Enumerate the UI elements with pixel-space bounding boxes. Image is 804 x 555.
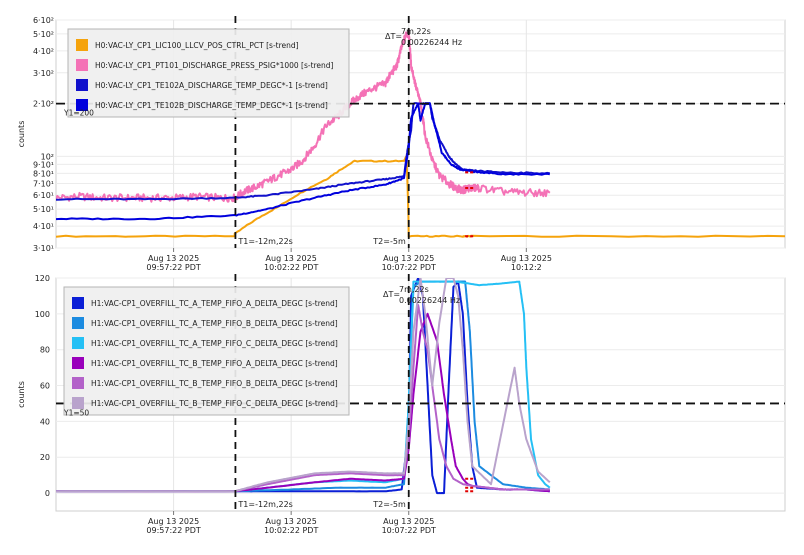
legend-entry-label: H1:VAC-CP1_OVERFILL_TC_B_TEMP_FIFO_C_DEL… — [91, 399, 338, 408]
series-line — [56, 102, 550, 221]
x-tick-time-label: 10:02:22 PDT — [264, 526, 318, 535]
legend-entry-label: H1:VAC-CP1_OVERFILL_TC_A_TEMP_FIFO_B_DEL… — [91, 319, 338, 328]
y-axis-label: counts — [17, 121, 26, 148]
legend-swatch — [76, 39, 88, 51]
x-tick-date-label: Aug 13 2025 — [148, 517, 199, 526]
y-tick-label: 2·10² — [33, 100, 54, 109]
x-tick-date-label: Aug 13 2025 — [383, 254, 434, 263]
y-tick-label: 100 — [35, 310, 50, 319]
y-tick-label: 6·10¹ — [33, 191, 54, 200]
x-tick-time-label: 09:57:22 PDT — [146, 263, 200, 272]
x-tick-date-label: Aug 13 2025 — [501, 254, 552, 263]
legend-entry-label: H0:VAC-LY_CP1_LIC100_LLCV_POS_CTRL_PCT [… — [95, 41, 299, 50]
legend-entry-label: H0:VAC-LY_CP1_TE102A_DISCHARGE_TEMP_DEGC… — [95, 81, 328, 90]
legend-swatch — [72, 377, 84, 389]
legend-swatch — [72, 297, 84, 309]
series-line — [56, 29, 551, 203]
y-tick-label: 4·10¹ — [33, 222, 54, 231]
x-tick-time-label: 10:12:2 — [511, 263, 542, 272]
y1-cursor-label: Y1=200 — [63, 109, 94, 118]
legend-swatch — [76, 79, 88, 91]
y-tick-label: 6·10² — [33, 16, 54, 25]
legend-entry-label: H0:VAC-LY_CP1_PT101_DISCHARGE_PRESS_PSIG… — [95, 61, 334, 70]
y-tick-label: 4·10² — [33, 47, 54, 56]
x-tick-date-label: Aug 13 2025 — [266, 517, 317, 526]
x-tick-date-label: Aug 13 2025 — [148, 254, 199, 263]
series-line — [56, 278, 550, 495]
delta-t-value: 7m,22s — [401, 27, 431, 36]
y-tick-label: 20 — [40, 453, 50, 462]
y-tick-label: 60 — [40, 382, 50, 391]
legend-entry-label: H0:VAC-LY_CP1_TE102B_DISCHARGE_TEMP_DEGC… — [95, 101, 328, 110]
t1-cursor-label: T1=-12m,22s — [237, 237, 292, 246]
legend-entry-label: H1:VAC-CP1_OVERFILL_TC_B_TEMP_FIFO_A_DEL… — [91, 359, 338, 368]
delta-t-value: 7m,22s — [399, 285, 429, 294]
x-tick-time-label: 09:57:22 PDT — [146, 526, 200, 535]
legend-swatch — [72, 357, 84, 369]
x-tick-date-label: Aug 13 2025 — [266, 254, 317, 263]
y-tick-label: 120 — [35, 274, 50, 283]
y-tick-label: 3·10² — [33, 69, 54, 78]
x-tick-time-label: 10:02:22 PDT — [264, 263, 318, 272]
legend-box — [63, 286, 350, 416]
delta-t-symbol: ΔT= — [383, 290, 400, 299]
delta-t-frequency: 0.00226244 Hz — [401, 38, 462, 47]
y1-cursor-label: Y1=50 — [63, 408, 89, 417]
legend-swatch — [72, 317, 84, 329]
y-axis-label: counts — [17, 381, 26, 408]
legend-swatch — [72, 337, 84, 349]
legend-swatch — [76, 99, 88, 111]
legend-entry-label: H1:VAC-CP1_OVERFILL_TC_A_TEMP_FIFO_C_DEL… — [91, 339, 338, 348]
t2-cursor-label: T2=-5m — [372, 237, 406, 246]
legend-box — [67, 28, 350, 118]
y-tick-label: 3·10¹ — [33, 244, 54, 253]
delta-t-symbol: ΔT= — [385, 32, 402, 41]
t2-cursor-label: T2=-5m — [372, 500, 406, 509]
y-tick-label: 0 — [45, 489, 50, 498]
y-tick-label: 10² — [41, 152, 54, 161]
t1-cursor-label: T1=-12m,22s — [237, 500, 292, 509]
y-tick-label: 5·10¹ — [33, 205, 54, 214]
x-tick-date-label: Aug 13 2025 — [383, 517, 434, 526]
legend-swatch — [72, 397, 84, 409]
legend-entry-label: H1:VAC-CP1_OVERFILL_TC_A_TEMP_FIFO_A_DEL… — [91, 299, 338, 308]
legend-entry-label: H1:VAC-CP1_OVERFILL_TC_B_TEMP_FIFO_B_DEL… — [91, 379, 338, 388]
series-line — [56, 278, 551, 493]
y-tick-label: 8·10¹ — [33, 169, 54, 178]
x-tick-time-label: 10:07:22 PDT — [382, 526, 436, 535]
series-line — [56, 304, 550, 493]
x-tick-time-label: 10:07:22 PDT — [382, 263, 436, 272]
delta-t-frequency: 0.00226244 Hz — [399, 296, 460, 305]
y-tick-label: 80 — [40, 346, 50, 355]
y-tick-label: 7·10¹ — [33, 180, 54, 189]
legend-swatch — [76, 59, 88, 71]
y-tick-label: 5·10² — [33, 30, 54, 39]
y-tick-label: 40 — [40, 417, 50, 426]
series-group-1 — [56, 278, 551, 495]
y-tick-label: 9·10¹ — [33, 160, 54, 169]
